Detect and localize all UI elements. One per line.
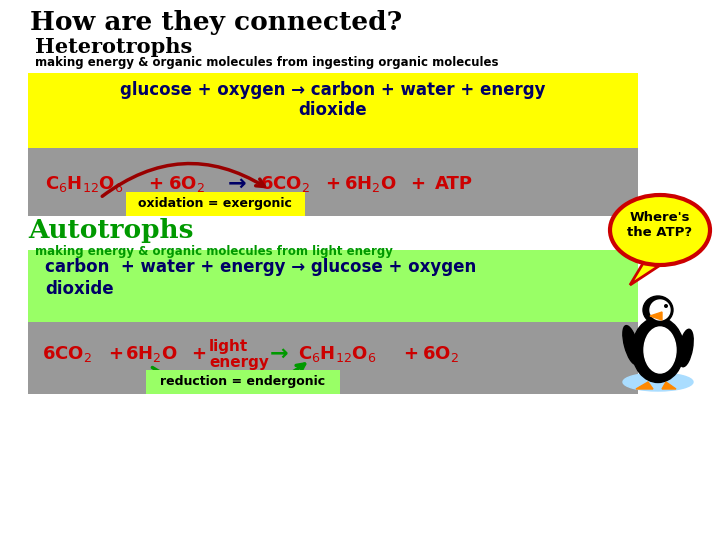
Text: making energy & organic molecules from light energy: making energy & organic molecules from l… — [35, 245, 393, 258]
Ellipse shape — [644, 327, 676, 373]
Ellipse shape — [679, 329, 693, 367]
Text: +: + — [410, 175, 425, 193]
Text: dioxide: dioxide — [299, 101, 367, 119]
Polygon shape — [662, 382, 676, 389]
FancyBboxPatch shape — [28, 73, 638, 148]
Text: light: light — [209, 340, 248, 354]
Ellipse shape — [623, 326, 639, 365]
Text: 6CO$_2$: 6CO$_2$ — [42, 344, 92, 364]
Text: 6H$_2$O: 6H$_2$O — [125, 344, 178, 364]
Text: C$_6$H$_{12}$O$_6$: C$_6$H$_{12}$O$_6$ — [298, 344, 377, 364]
Text: 6CO$_2$: 6CO$_2$ — [260, 174, 310, 194]
Text: →: → — [270, 344, 289, 364]
Text: →: → — [228, 174, 247, 194]
FancyArrowPatch shape — [102, 164, 264, 197]
Text: How are they connected?: How are they connected? — [30, 10, 402, 35]
Text: Where's
the ATP?: Where's the ATP? — [627, 211, 693, 239]
FancyBboxPatch shape — [28, 148, 638, 216]
FancyBboxPatch shape — [28, 322, 638, 394]
Text: C$_6$H$_{12}$O$_6$: C$_6$H$_{12}$O$_6$ — [45, 174, 123, 194]
Text: 🔧: 🔧 — [680, 345, 688, 359]
Text: glucose + oxygen → carbon + water + energy: glucose + oxygen → carbon + water + ener… — [120, 81, 546, 99]
Text: 6O$_2$: 6O$_2$ — [168, 174, 204, 194]
Text: +: + — [191, 345, 206, 363]
Text: ATP: ATP — [435, 175, 473, 193]
Text: +: + — [108, 345, 123, 363]
Text: Autotrophs: Autotrophs — [28, 218, 194, 243]
Text: reduction = endergonic: reduction = endergonic — [161, 375, 325, 388]
Text: dioxide: dioxide — [45, 280, 114, 298]
FancyArrowPatch shape — [153, 364, 305, 392]
Polygon shape — [636, 382, 653, 389]
Text: 6H$_2$O: 6H$_2$O — [344, 174, 397, 194]
Ellipse shape — [664, 304, 668, 308]
FancyBboxPatch shape — [28, 250, 638, 322]
Text: +: + — [148, 175, 163, 193]
Ellipse shape — [623, 373, 693, 391]
Ellipse shape — [632, 318, 684, 382]
FancyBboxPatch shape — [126, 192, 305, 216]
Text: oxidation = exergonic: oxidation = exergonic — [138, 198, 292, 211]
Text: +: + — [325, 175, 340, 193]
Ellipse shape — [643, 296, 673, 324]
Ellipse shape — [610, 195, 710, 265]
Text: +: + — [403, 345, 418, 363]
Text: 6O$_2$: 6O$_2$ — [422, 344, 459, 364]
Ellipse shape — [650, 300, 670, 320]
Text: making energy & organic molecules from ingesting organic molecules: making energy & organic molecules from i… — [35, 56, 498, 69]
Polygon shape — [650, 312, 662, 320]
Text: Heterotrophs: Heterotrophs — [35, 37, 192, 57]
Polygon shape — [630, 260, 665, 285]
Text: carbon  + water + energy → glucose + oxygen: carbon + water + energy → glucose + oxyg… — [45, 258, 476, 276]
Text: energy: energy — [209, 354, 269, 369]
FancyBboxPatch shape — [146, 370, 340, 394]
